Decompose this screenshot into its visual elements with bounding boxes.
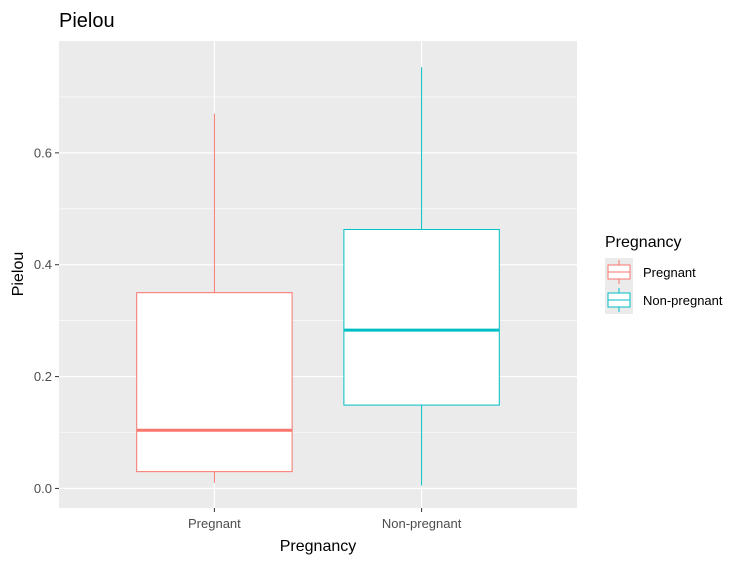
legend-label: Pregnant: [643, 265, 696, 280]
y-axis-title: Pielou: [10, 252, 27, 296]
y-tick-label: 0.0: [34, 481, 52, 496]
y-tick-label: 0.6: [34, 145, 52, 160]
legend-label: Non-pregnant: [643, 293, 723, 308]
y-tick-label: 0.4: [34, 257, 52, 272]
boxes: [136, 67, 500, 486]
box-iqr: [136, 292, 293, 473]
legend: Pregnancy Pregnant Non-pregnant: [605, 234, 723, 314]
box-iqr: [343, 228, 500, 406]
y-tick-label: 0.2: [34, 369, 52, 384]
x-tick-label: Non-pregnant: [382, 516, 462, 531]
x-axis: Pregnant Non-pregnant: [188, 508, 462, 531]
x-tick-label: Pregnant: [188, 516, 241, 531]
y-axis: 0.0 0.2 0.4 0.6: [34, 145, 59, 496]
x-axis-title: Pregnancy: [280, 538, 357, 555]
legend-title: Pregnancy: [605, 234, 682, 251]
chart-title: Pielou: [59, 10, 115, 32]
